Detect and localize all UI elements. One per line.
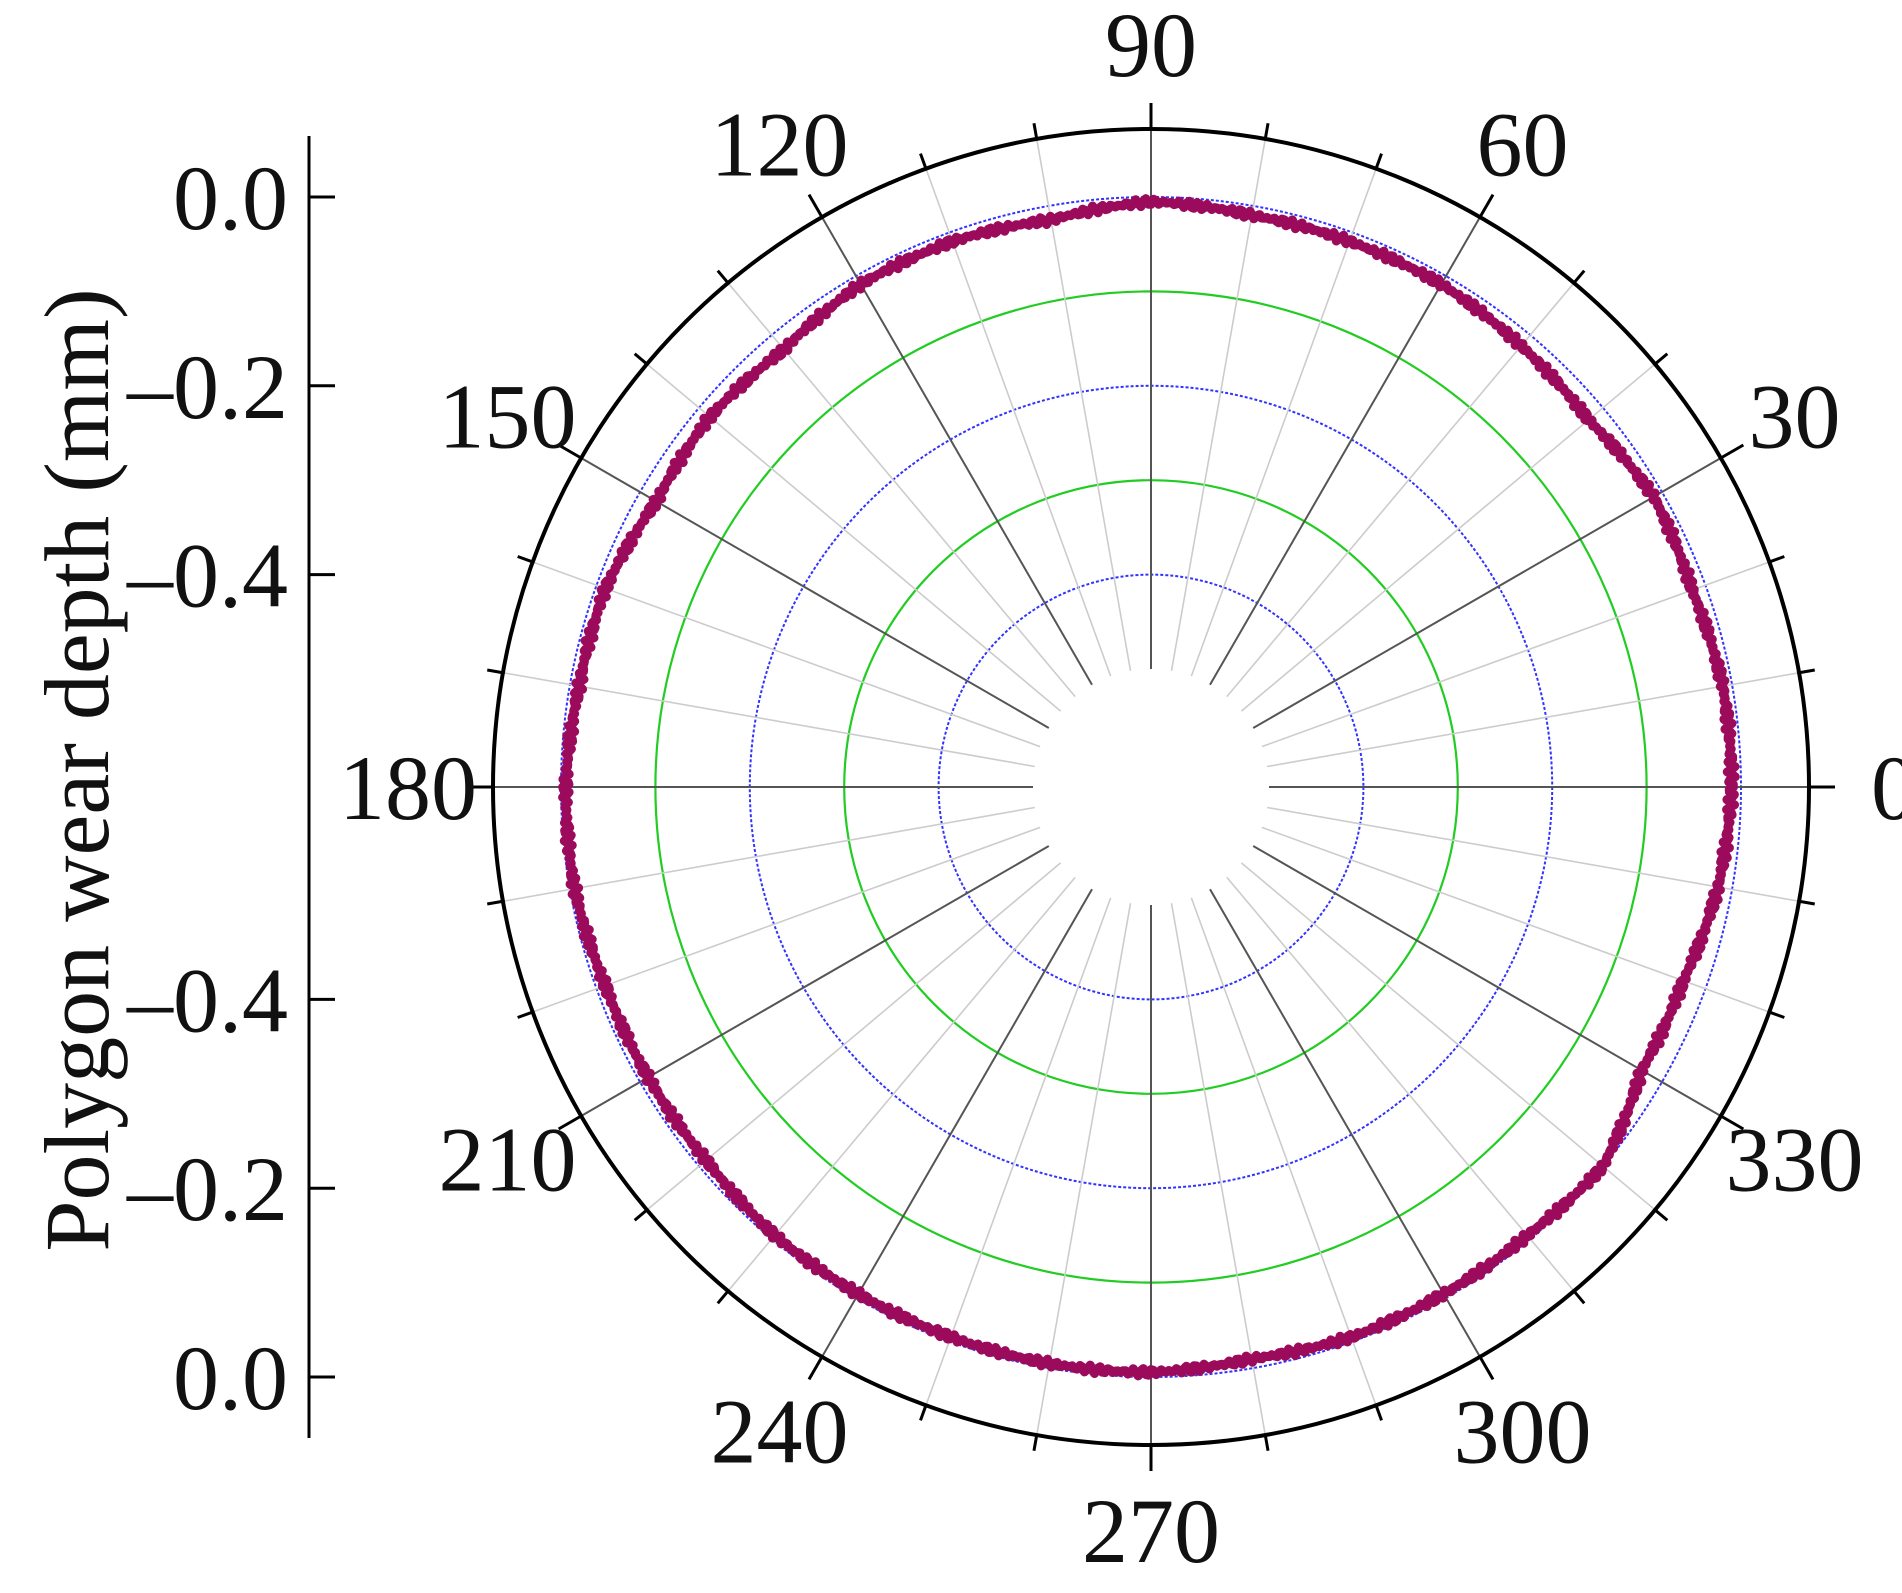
- frame-tick-170: [486, 668, 504, 675]
- angle-label-0: 0: [1871, 737, 1902, 839]
- y-axis-title: Polygon wear depth (mm): [26, 288, 128, 1251]
- frame-tick-260: [1032, 1434, 1039, 1452]
- angle-label-300: 300: [1454, 1380, 1592, 1482]
- spoke-10: [1267, 671, 1800, 768]
- spoke-320: [1240, 862, 1656, 1211]
- spoke-310: [1226, 876, 1575, 1292]
- spoke-250: [925, 897, 1112, 1406]
- radial-tick-label-3: –0.4: [126, 949, 288, 1051]
- frame-tick-340: [1768, 1010, 1785, 1019]
- frame-tick-190: [486, 899, 504, 906]
- frame-tick-240: [807, 1356, 824, 1381]
- frame-tick-80: [1263, 122, 1270, 140]
- frame-tick-200: [517, 1010, 534, 1019]
- polar-frame: [467, 103, 1835, 1471]
- spoke-190: [502, 806, 1035, 903]
- spoke-350: [1267, 806, 1800, 903]
- spoke-160: [532, 561, 1041, 748]
- angle-label-240: 240: [711, 1380, 849, 1482]
- angle-label-120: 120: [711, 94, 849, 196]
- spoke-120: [821, 216, 1093, 686]
- spoke-300: [1209, 888, 1481, 1358]
- frame-tick-160: [517, 555, 534, 564]
- spoke-gridlines: [493, 129, 1809, 1445]
- spoke-70: [1190, 168, 1377, 677]
- spoke-110: [925, 168, 1112, 677]
- frame-tick-230: [716, 1290, 730, 1305]
- spoke-290: [1190, 897, 1377, 1406]
- frame-tick-40: [1654, 352, 1669, 366]
- spoke-100: [1035, 138, 1132, 671]
- angle-label-90: 90: [1105, 0, 1197, 96]
- frame-tick-70: [1374, 153, 1383, 170]
- spoke-200: [532, 826, 1041, 1013]
- frame-tick-20: [1768, 555, 1785, 564]
- frame-tick-210: [557, 1114, 582, 1131]
- radial-axis: 0.0 –0.2 –0.4 –0.4 –0.2 0.0: [126, 136, 335, 1438]
- radial-tick-label-5: 0.0: [173, 1327, 288, 1429]
- spoke-260: [1035, 903, 1132, 1436]
- frame-tick-350: [1798, 899, 1816, 906]
- radial-tick-label-4: –0.2: [126, 1138, 288, 1240]
- angle-label-210: 210: [439, 1109, 577, 1211]
- spoke-230: [727, 876, 1076, 1292]
- frame-tick-310: [1572, 1290, 1586, 1305]
- frame-tick-110: [919, 153, 928, 170]
- spoke-210: [580, 845, 1050, 1117]
- frame-tick-280: [1263, 1434, 1270, 1452]
- spoke-340: [1261, 826, 1770, 1013]
- frame-tick-250: [919, 1404, 928, 1421]
- frame-tick-140: [633, 352, 648, 366]
- spoke-330: [1252, 845, 1722, 1117]
- radial-tick-label-2: –0.4: [126, 525, 288, 627]
- frame-tick-330: [1720, 1114, 1745, 1131]
- spoke-30: [1252, 457, 1722, 729]
- wear-profile-line: [558, 194, 1740, 1381]
- angle-label-330: 330: [1725, 1109, 1863, 1211]
- frame-tick-30: [1720, 443, 1745, 460]
- spoke-80: [1170, 138, 1267, 671]
- frame-tick-130: [716, 269, 730, 284]
- radial-tick-label-0: 0.0: [173, 147, 288, 249]
- spoke-60: [1209, 216, 1481, 686]
- frame-tick-320: [1654, 1208, 1669, 1222]
- spoke-280: [1170, 903, 1267, 1436]
- radial-tick-label-1: –0.2: [126, 336, 288, 438]
- frame-tick-150: [557, 443, 582, 460]
- frame-tick-120: [807, 193, 824, 218]
- angle-label-270: 270: [1082, 1480, 1220, 1582]
- frame-tick-300: [1478, 1356, 1495, 1381]
- frame-tick-290: [1374, 1404, 1383, 1421]
- frame-tick-50: [1572, 269, 1586, 284]
- frame-tick-100: [1032, 122, 1039, 140]
- spoke-50: [1226, 282, 1575, 698]
- wear-profile-trace: [558, 194, 1740, 1381]
- angle-label-60: 60: [1477, 94, 1569, 196]
- spoke-220: [646, 862, 1062, 1211]
- spoke-240: [821, 888, 1093, 1358]
- frame-tick-220: [633, 1208, 648, 1222]
- angle-label-30: 30: [1748, 366, 1840, 468]
- angle-label-150: 150: [439, 366, 577, 468]
- angle-label-180: 180: [339, 737, 477, 839]
- spoke-170: [502, 671, 1035, 768]
- angle-tick-labels: 0 30 60 90 120 150 180 210 240 270 300 330: [339, 0, 1902, 1582]
- frame-tick-10: [1798, 668, 1816, 675]
- frame-tick-60: [1478, 193, 1495, 218]
- spoke-20: [1261, 561, 1770, 748]
